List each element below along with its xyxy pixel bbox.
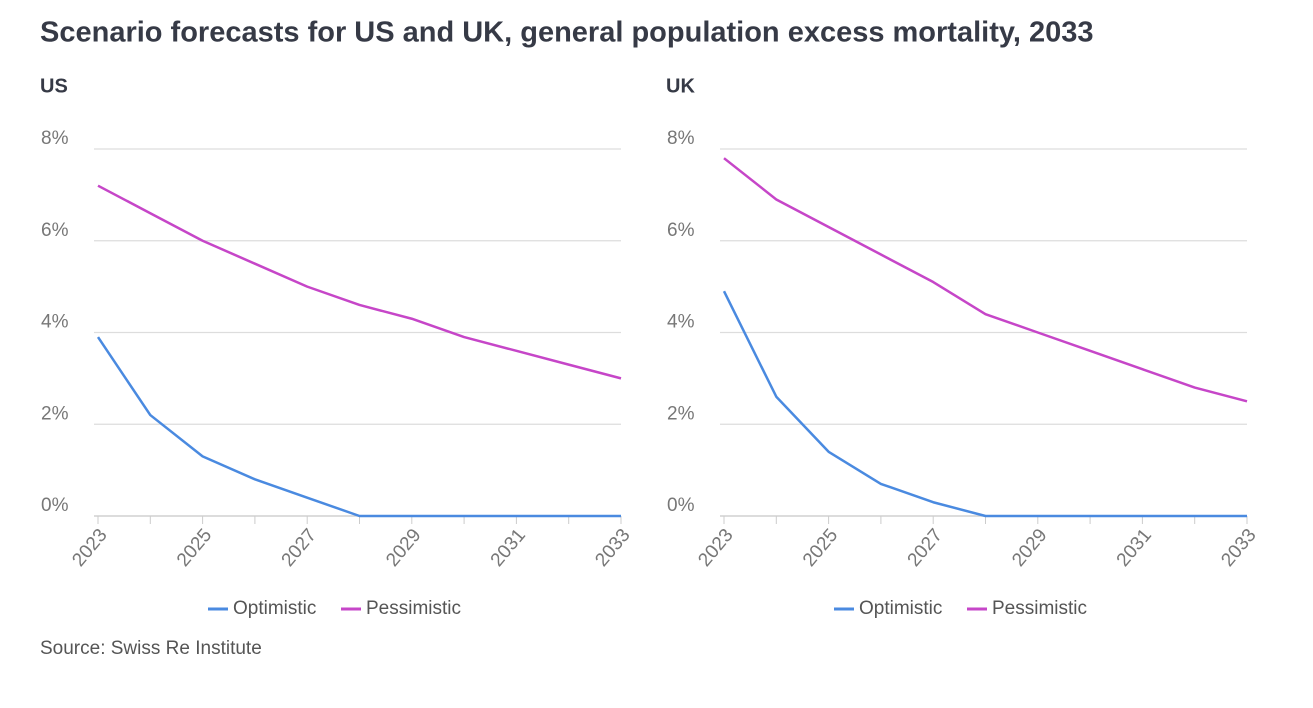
legend-label: Pessimistic — [992, 598, 1087, 619]
x-tick-label: 2033 — [1217, 525, 1260, 571]
line — [97, 184, 622, 380]
x-tick-label: 2029 — [382, 525, 425, 571]
x-tick-label: 2025 — [173, 525, 216, 571]
line — [723, 157, 1248, 403]
y-tick-label: 2% — [41, 403, 69, 424]
y-tick-label: 6% — [667, 220, 695, 241]
legend-label: Pessimistic — [366, 598, 461, 619]
x-tick-label: 2033 — [591, 525, 634, 571]
line — [722, 290, 1247, 518]
chart-subtitle: US — [40, 75, 68, 97]
chart: US 0% 2% 4% 6% 8% 2023 2025 2027 2029 2031 2033 Opti… — [40, 75, 635, 619]
y-tick-label: 6% — [41, 220, 69, 241]
y-tick-label: 2% — [667, 403, 695, 424]
y-tick-label: 8% — [667, 128, 695, 149]
x-tick-label: 2029 — [1008, 525, 1051, 571]
chart-subtitle: UK — [666, 75, 695, 97]
x-tick-label: 2031 — [487, 525, 530, 571]
x-tick-label: 2027 — [278, 525, 321, 571]
x-tick-label: 2023 — [68, 525, 111, 571]
y-tick-label: 4% — [41, 312, 69, 333]
x-tick-label: 2027 — [904, 525, 947, 571]
x-tick-label: 2025 — [799, 525, 842, 571]
line — [96, 336, 621, 518]
legend-label: Optimistic — [233, 598, 316, 619]
y-tick-label: 0% — [41, 495, 69, 516]
source: Source: Swiss Re Institute — [40, 638, 262, 659]
chart: UK 0% 2% 4% 6% 8% 2023 2025 2027 2029 2031 2033 Opti… — [666, 75, 1261, 619]
y-tick-label: 8% — [41, 128, 69, 149]
y-tick-label: 4% — [667, 312, 695, 333]
page-title: Scenario forecasts for US and UK, genera… — [40, 17, 1093, 49]
y-tick-label: 0% — [667, 495, 695, 516]
x-tick-label: 2023 — [694, 525, 737, 571]
legend-label: Optimistic — [859, 598, 942, 619]
x-tick-label: 2031 — [1113, 525, 1156, 571]
